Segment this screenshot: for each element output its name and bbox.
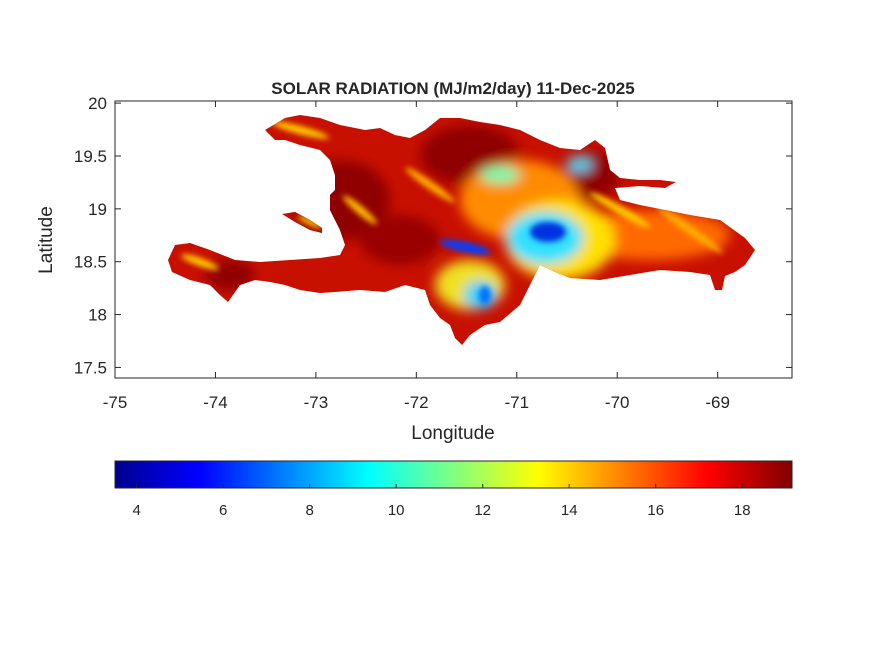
cyan-zone	[568, 159, 592, 171]
x-tick-label: -72	[404, 393, 429, 412]
blue-zone	[530, 222, 566, 242]
yellow-streak	[405, 167, 455, 203]
axes-box	[114, 100, 793, 379]
y-tick-label: 20	[88, 94, 107, 113]
x-tick-label: -69	[705, 393, 730, 412]
x-axis-ticks: -75 -74 -73 -72 -71 -70 -69	[103, 101, 730, 412]
colorbar-tick-label: 4	[132, 502, 140, 519]
y-axis-label: Latitude	[36, 206, 57, 274]
y-tick-label: 19.5	[74, 147, 107, 166]
colorbar-tick-label: 18	[734, 502, 751, 519]
chart-title: SOLAR RADIATION (MJ/m2/day) 11-Dec-2025	[271, 79, 634, 98]
colorbar-ticks: 4 6 8 10 12 14 16 18	[132, 484, 751, 519]
x-tick-label: -74	[203, 393, 228, 412]
cyan-zone	[480, 167, 520, 183]
x-tick-label: -71	[504, 393, 529, 412]
dark-red-zone	[360, 215, 440, 265]
yellow-streak	[589, 192, 651, 228]
colorbar-tick-label: 10	[388, 502, 405, 519]
colorbar-tick-label: 8	[305, 502, 313, 519]
yellow-streak	[657, 206, 723, 254]
y-tick-label: 18	[88, 306, 107, 325]
y-axis-ticks: 17.5 18 18.5 19 19.5 20	[74, 94, 792, 377]
colorbar-tick-label: 6	[219, 502, 227, 519]
radiation-field	[168, 115, 755, 345]
yellow-streak	[181, 254, 219, 270]
yellow-streak	[297, 215, 323, 229]
x-tick-label: -73	[304, 393, 329, 412]
colorbar-tick-label: 12	[474, 502, 491, 519]
x-tick-label: -75	[103, 393, 128, 412]
x-tick-label: -70	[605, 393, 630, 412]
colorbar-tick-label: 16	[647, 502, 664, 519]
blue-zone	[439, 239, 491, 255]
y-tick-label: 19	[88, 200, 107, 219]
y-tick-label: 17.5	[74, 358, 107, 377]
yellow-streak	[342, 195, 378, 225]
y-tick-label: 18.5	[74, 253, 107, 272]
yellow-streak	[271, 121, 329, 139]
x-axis-label: Longitude	[411, 423, 494, 444]
blue-zone	[479, 286, 491, 304]
colorbar-tick-label: 14	[561, 502, 578, 519]
colorbar	[114, 460, 793, 489]
